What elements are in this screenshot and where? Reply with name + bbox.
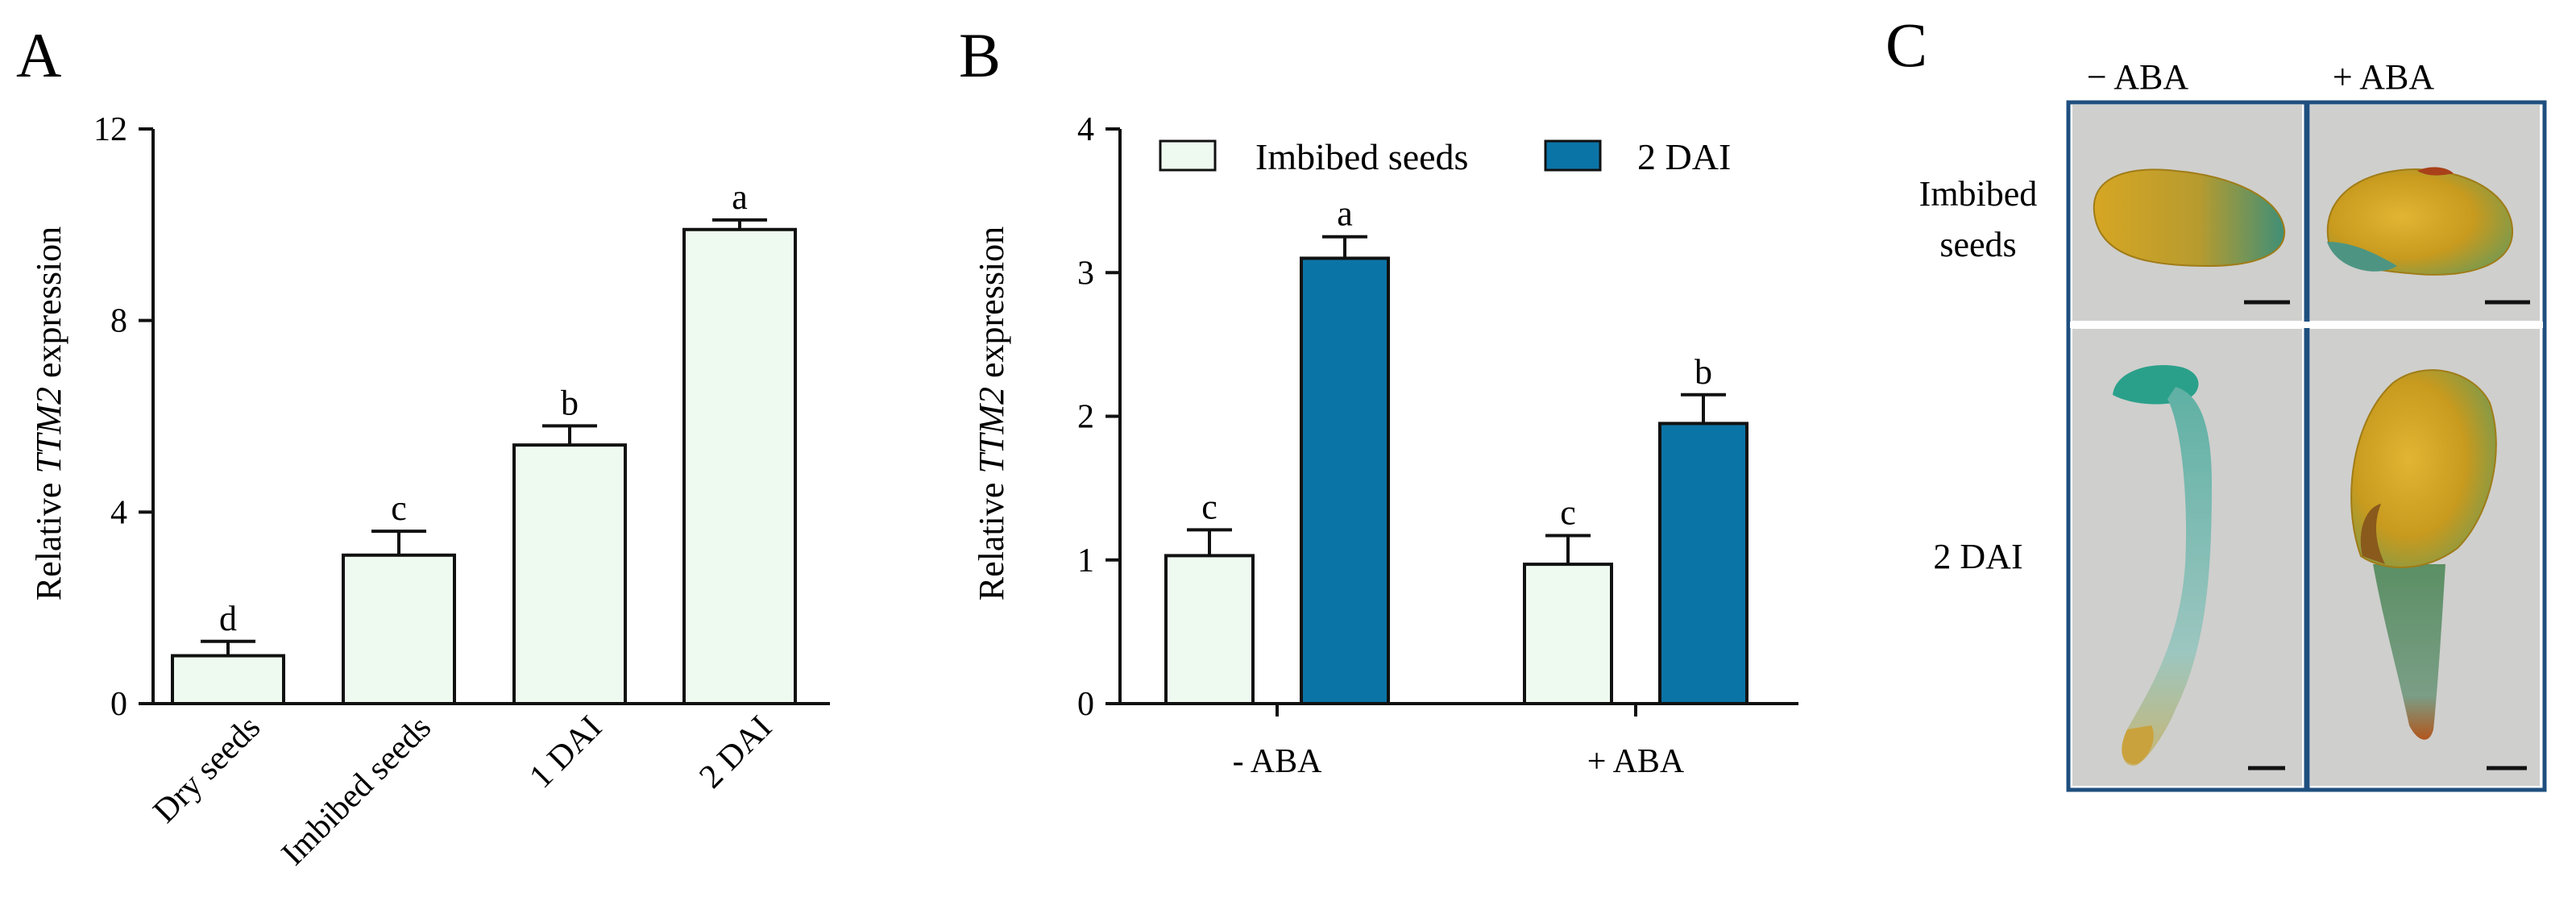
bar [171,654,285,705]
column-label-minus-aba: − ABA [2087,57,2189,97]
significance-letter: c [391,488,407,528]
photo-minus-aba-imbibed [2072,105,2302,321]
panel-b-bars: c a - ABA c b + ABA [1164,194,1748,780]
y-tick-label: 0 [1077,686,1094,723]
x-tick-label: Dry seeds [147,709,268,830]
bar [1523,563,1613,705]
photo-minus-aba-2dai [2072,329,2302,786]
panel-b-y-axis-label: Relative TTM2 expression [972,226,1011,600]
panel-a-y-ticks: 0 4 8 12 [93,111,153,723]
root-icon [2122,387,2212,766]
photo-column-border-plus-aba [2305,100,2547,792]
panel-letter-c: C [1885,10,1927,80]
significance-letter: b [561,383,579,422]
y-tick-label: 3 [1077,255,1094,292]
row-label-2-dai: 2 DAI [1933,537,2022,576]
x-tick-label: 2 DAI [692,709,779,796]
y-tick-label: 12 [93,111,127,148]
panel-letter-a: A [16,20,61,90]
column-label-plus-aba: + ABA [2333,57,2435,97]
x-tick-label: 1 DAI [522,709,609,796]
bar [512,443,627,706]
legend-swatch-imbibed-seeds [1159,139,1217,172]
seed-icon [2093,168,2286,268]
legend-swatch-2-dai [1544,139,1602,172]
y-tick-label: 2 [1077,399,1094,436]
bar [1300,256,1390,705]
bar [1658,422,1748,705]
significance-letter: a [732,177,748,217]
legend-label-imbibed-seeds: Imbibed seeds [1255,136,1468,177]
panel-c: C − ABA + ABA Imbibed seeds 2 DAI [1885,10,2547,792]
panel-a: A Relative TTM2 expression 0 4 8 12 d Dry se… [16,20,830,873]
significance-letter: d [219,599,237,638]
panel-b: B Relative TTM2 expression 0 1 2 3 4 c a - ABA… [959,20,1798,780]
significance-letter: c [1560,492,1576,532]
panel-b-y-ticks: 0 1 2 3 4 [1077,111,1120,723]
significance-letter: c [1201,487,1217,526]
seed-coat-icon [2417,167,2454,176]
y-tick-label: 0 [110,686,127,723]
seed-coat-icon [2360,504,2385,564]
significance-letter: b [1695,352,1712,392]
row-label-imbibed-seeds-line2: seeds [1939,225,2016,264]
panel-a-y-axis-label: Relative TTM2 expression [29,226,68,600]
bar [1164,554,1255,706]
photo-plus-aba-2dai [2310,329,2540,786]
radicle-tip-icon [2327,242,2397,272]
legend-label-2-dai: 2 DAI [1637,136,1731,177]
panel-b-legend: Imbibed seeds 2 DAI [1159,136,1731,177]
y-tick-label: 4 [1077,111,1094,148]
significance-letter: a [1337,194,1353,234]
seed-icon [2326,168,2514,276]
bar [342,553,456,706]
panel-letter-b: B [959,20,1001,90]
x-tick-label: Imbibed seeds [275,709,438,873]
root-tip-icon [2122,725,2154,765]
x-tick-label: + ABA [1587,743,1685,780]
x-tick-label: - ABA [1233,743,1323,780]
y-tick-label: 4 [110,494,127,531]
hypocotyl-icon [2373,564,2445,740]
y-tick-label: 8 [110,303,127,340]
photo-plus-aba-imbibed [2310,105,2540,321]
bar [682,227,797,705]
row-label-imbibed-seeds-line1: Imbibed [1919,174,2038,214]
seed-icon [2350,369,2497,568]
y-tick-label: 1 [1077,542,1094,579]
panel-a-bars: d Dry seeds c Imbibed seeds b 1 DAI a 2 DAI [147,177,797,873]
